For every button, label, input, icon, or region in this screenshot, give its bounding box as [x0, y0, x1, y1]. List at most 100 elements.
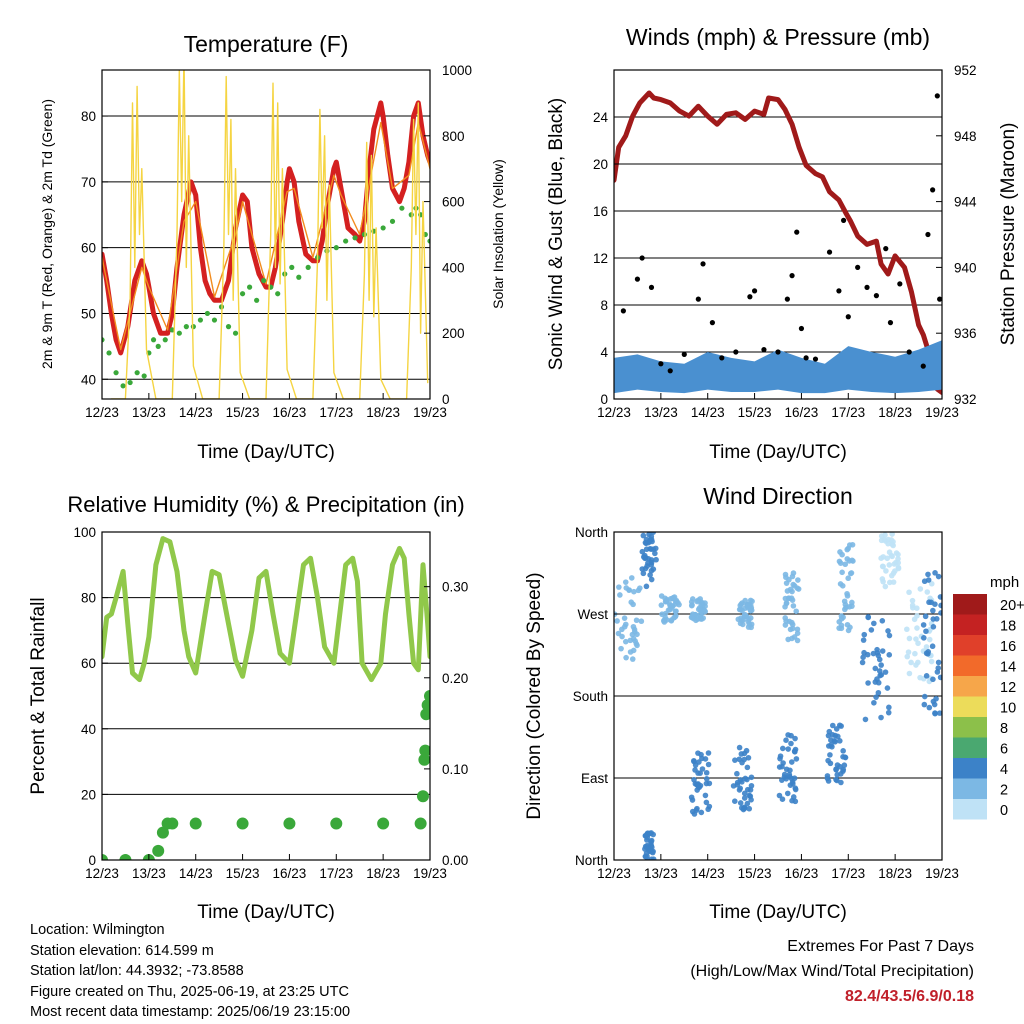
y2-tick-label: 1000 — [442, 63, 472, 78]
direction-point — [640, 570, 647, 577]
data-point — [141, 373, 147, 379]
y2-tick-label: 400 — [442, 260, 465, 275]
direction-point — [779, 745, 786, 752]
direction-point — [788, 775, 795, 782]
y2-tick-label: 932 — [954, 392, 977, 407]
legend-label: 14 — [1000, 660, 1016, 676]
direction-point — [652, 545, 659, 552]
data-point — [812, 356, 819, 362]
y2-tick-label: 0.30 — [442, 580, 468, 595]
direction-point — [741, 756, 748, 763]
direction-panel: Wind Direction NorthEastSouthWestNorth12… — [524, 483, 1024, 923]
x-tick-label: 15/23 — [738, 405, 772, 420]
data-point — [190, 324, 196, 330]
direction-point — [931, 701, 938, 708]
direction-point — [676, 601, 682, 608]
winds-series-layer — [614, 90, 942, 395]
y2-tick-label: 800 — [442, 129, 465, 144]
direction-point — [643, 583, 650, 590]
temperature-series-layer — [102, 70, 430, 399]
direction-point — [697, 770, 703, 776]
direction-point — [874, 676, 880, 682]
direction-point — [878, 555, 884, 561]
data-point — [399, 205, 405, 211]
data-point — [183, 324, 189, 330]
direction-point — [840, 766, 847, 773]
y-tick-label: 16 — [593, 204, 608, 219]
direction-point — [638, 618, 645, 625]
direction-point — [829, 732, 836, 738]
direction-point — [705, 750, 712, 756]
direction-point — [619, 633, 625, 640]
legend-label: 6 — [1000, 742, 1008, 758]
direction-point — [659, 611, 665, 618]
series-line — [102, 536, 430, 683]
winds-right-label: Station Pressure (Maroon) — [998, 123, 1019, 346]
legend-swatch — [953, 778, 987, 799]
direction-point — [665, 607, 672, 613]
direction-point — [622, 638, 629, 645]
direction-point — [790, 603, 797, 609]
direction-point — [839, 582, 846, 589]
direction-point — [617, 592, 623, 598]
y2-tick-label: 0.20 — [442, 671, 468, 686]
direction-point — [930, 676, 936, 683]
data-point — [784, 296, 790, 302]
direction-point — [691, 777, 697, 783]
legend-label: 4 — [1000, 762, 1008, 778]
data-point — [176, 330, 182, 336]
direction-point — [672, 608, 679, 615]
data-point — [681, 351, 687, 357]
data-point — [887, 320, 894, 326]
data-point — [845, 314, 851, 320]
data-point — [204, 310, 211, 317]
legend-label: 12 — [1000, 680, 1016, 696]
direction-point — [703, 769, 710, 776]
direction-point — [782, 615, 789, 621]
humidity-frame — [101, 531, 431, 861]
direction-point — [649, 849, 656, 856]
data-point — [719, 355, 725, 361]
data-point — [343, 238, 349, 244]
direction-point — [739, 621, 746, 628]
direction-point — [689, 797, 696, 803]
direction-point — [732, 798, 738, 804]
data-point — [150, 337, 157, 343]
direction-point — [691, 758, 697, 765]
direction-point — [699, 766, 706, 772]
extremes-title: Extremes For Past 7 Days — [787, 938, 974, 955]
data-point — [330, 817, 343, 830]
x-tick-label: 17/23 — [831, 405, 865, 420]
direction-point — [937, 594, 942, 600]
direction-point — [783, 600, 790, 607]
data-point — [826, 249, 833, 255]
direction-point — [825, 778, 832, 784]
direction-point — [834, 762, 841, 768]
direction-point — [790, 794, 797, 800]
x-tick-label: 15/23 — [226, 405, 260, 420]
data-point — [775, 349, 781, 355]
y-tick-label: 60 — [81, 241, 96, 256]
direction-point — [785, 746, 792, 752]
direction-point — [626, 587, 632, 593]
direction-point — [839, 569, 845, 576]
legend-swatch — [953, 614, 987, 635]
direction-point — [634, 642, 640, 649]
series-line — [614, 90, 942, 395]
y2-tick-label: 0 — [442, 392, 450, 407]
y2-tick-label: 940 — [954, 260, 977, 275]
direction-series-layer — [614, 532, 942, 860]
direction-point — [844, 546, 851, 553]
data-point — [283, 817, 296, 830]
data-point — [120, 383, 126, 389]
direction-point — [841, 598, 848, 605]
direction-point — [788, 595, 795, 601]
legend-swatch — [953, 737, 987, 758]
winds-panel: Winds (mph) & Pressure (mb) 0 4 8 12 16 20 24 9… — [546, 24, 1019, 463]
direction-point — [736, 756, 743, 763]
x-tick-label: 15/23 — [226, 866, 260, 881]
direction-point — [734, 770, 740, 777]
data-point — [934, 93, 940, 99]
direction-point — [935, 573, 942, 580]
